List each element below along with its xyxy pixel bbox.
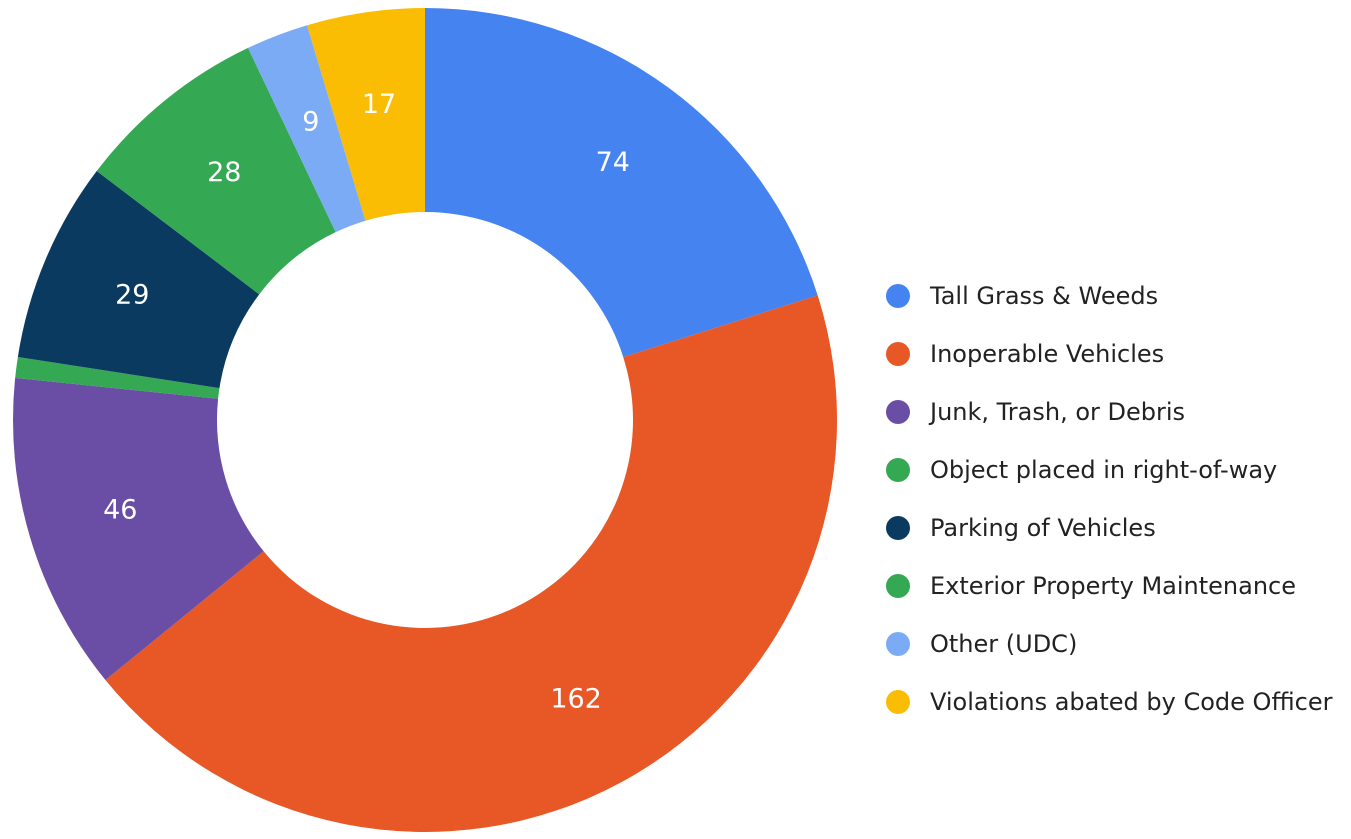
data-label: 29: [115, 279, 149, 310]
chart: 74 162 46 29 28 9 17: [13, 8, 837, 833]
legend: Tall Grass & Weeds Inoperable Vehicles Jun…: [886, 278, 1346, 742]
donut-slice: [13, 377, 264, 681]
legend-item: Junk, Trash, or Debris: [886, 394, 1346, 430]
donut-slice: [307, 8, 425, 221]
legend-swatch: [886, 574, 910, 598]
legend-item: Tall Grass & Weeds: [886, 278, 1346, 314]
legend-swatch: [886, 458, 910, 482]
legend-item: Violations abated by Code Officer: [886, 684, 1346, 720]
donut-slice: [425, 8, 818, 358]
data-label: 9: [302, 107, 319, 138]
legend-item: Other (UDC): [886, 626, 1346, 662]
legend-swatch: [886, 342, 910, 366]
legend-item: Exterior Property Maintenance: [886, 568, 1346, 604]
legend-label: Inoperable Vehicles: [930, 340, 1165, 368]
legend-swatch: [886, 690, 910, 714]
legend-label: Junk, Trash, or Debris: [930, 398, 1186, 426]
legend-label: Other (UDC): [930, 630, 1078, 658]
donut-slice: [248, 25, 366, 233]
legend-label: Parking of Vehicles: [930, 514, 1156, 542]
legend-item: Parking of Vehicles: [886, 510, 1346, 546]
data-label: 74: [596, 147, 630, 178]
data-label: 162: [550, 683, 602, 714]
legend-label: Tall Grass & Weeds: [930, 282, 1159, 310]
data-label: 28: [207, 157, 241, 188]
legend-label: Exterior Property Maintenance: [930, 572, 1296, 600]
legend-swatch: [886, 284, 910, 308]
legend-label: Violations abated by Code Officer: [930, 688, 1333, 716]
donut-slice: [15, 356, 220, 399]
data-label: 17: [362, 89, 396, 120]
donut-slice: [105, 295, 837, 833]
donut-slice: [96, 47, 336, 295]
legend-label: Object placed in right-of-way: [930, 456, 1278, 484]
legend-swatch: [886, 400, 910, 424]
data-label: 46: [103, 495, 137, 526]
legend-swatch: [886, 516, 910, 540]
legend-item: Inoperable Vehicles: [886, 336, 1346, 372]
legend-item: Object placed in right-of-way: [886, 452, 1346, 488]
donut-slice: [17, 171, 260, 389]
legend-swatch: [886, 632, 910, 656]
